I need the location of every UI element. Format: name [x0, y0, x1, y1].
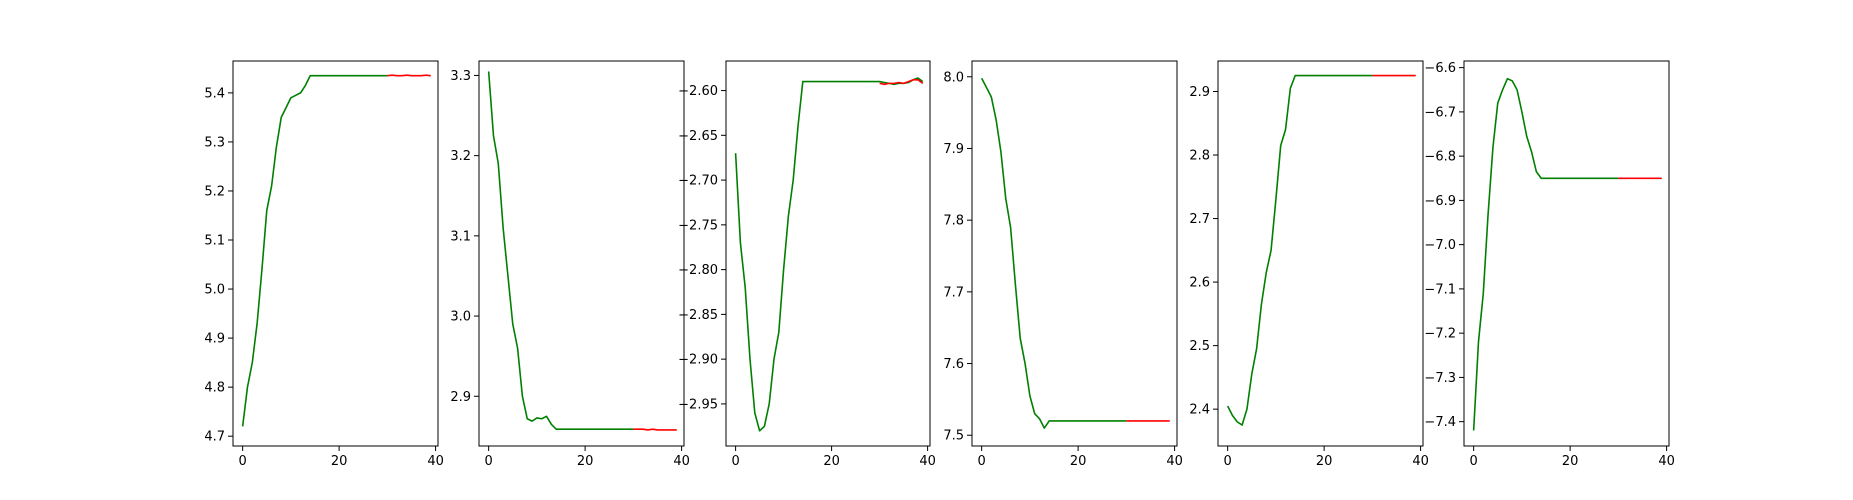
y-tick-label-1-1: 4.8 — [204, 381, 225, 396]
y-tick-label-6-3: −7.1 — [1424, 282, 1456, 297]
series-line-2-1 — [487, 71, 634, 430]
x-tick-label-4-20: 20 — [1070, 454, 1087, 469]
x-tick-label-1-40: 40 — [427, 454, 444, 469]
y-tick-label-4-4: 7.9 — [943, 142, 964, 157]
axes-frame-1 — [232, 60, 439, 447]
y-tick-label-4-3: 7.8 — [943, 214, 964, 229]
series-line-2-2 — [633, 428, 677, 431]
y-tick-label-5-0: 2.4 — [1189, 403, 1210, 418]
x-tick-label-3-0: 0 — [731, 454, 739, 469]
y-tick-label-4-5: 8.0 — [943, 70, 964, 85]
y-tick-label-4-2: 7.7 — [943, 285, 964, 300]
y-tick-label-2-3: 3.2 — [450, 149, 471, 164]
x-tick-label-5-20: 20 — [1316, 454, 1333, 469]
x-tick-label-5-40: 40 — [1412, 454, 1429, 469]
y-tick-label-6-5: −6.9 — [1424, 194, 1456, 209]
y-tick-label-3-3: −2.80 — [678, 263, 718, 278]
x-tick-label-1-0: 0 — [239, 454, 247, 469]
y-tick-label-5-1: 2.5 — [1189, 339, 1210, 354]
axes-frame-6 — [1463, 60, 1670, 447]
x-tick-label-6-0: 0 — [1470, 454, 1478, 469]
subplot-4: 0 20 40 7.5 7.6 7.7 7.8 7.9 8.0 — [943, 60, 1183, 469]
axes-frame-5 — [1217, 60, 1424, 447]
y-tick-label-2-2: 3.1 — [450, 229, 471, 244]
y-tick-label-6-0: −7.4 — [1424, 415, 1456, 430]
y-tick-label-4-1: 7.6 — [943, 357, 964, 372]
series-line-4-1 — [980, 77, 1127, 429]
y-tick-label-6-1: −7.3 — [1424, 371, 1456, 386]
y-tick-label-6-4: −7.0 — [1424, 238, 1456, 253]
y-tick-label-4-0: 7.5 — [943, 429, 964, 444]
y-tick-label-2-0: 2.9 — [450, 390, 471, 405]
series-line-3-1 — [734, 77, 924, 432]
y-tick-label-3-2: −2.85 — [678, 308, 718, 323]
y-tick-label-3-5: −2.70 — [678, 174, 718, 189]
y-tick-label-1-3: 5.0 — [204, 283, 225, 298]
x-tick-label-2-20: 20 — [577, 454, 594, 469]
axes-frame-3 — [725, 60, 931, 447]
subplot-2: 0 20 40 2.9 3.0 3.1 3.2 3.3 — [450, 60, 690, 469]
y-tick-label-1-0: 4.7 — [204, 430, 225, 445]
x-tick-label-4-0: 0 — [978, 454, 986, 469]
y-tick-label-6-7: −6.7 — [1424, 105, 1456, 120]
axes-frame-2 — [478, 60, 685, 447]
y-tick-label-6-8: −6.6 — [1424, 61, 1456, 76]
y-tick-label-3-6: −2.65 — [678, 129, 718, 144]
subplot-5: 0 20 40 2.4 2.5 2.6 2.7 2.8 2.9 — [1189, 60, 1429, 469]
y-tick-label-1-4: 5.1 — [204, 234, 225, 249]
y-tick-label-3-0: −2.95 — [678, 397, 718, 412]
axes-frame-4 — [971, 60, 1178, 447]
y-tick-label-3-4: −2.75 — [678, 218, 718, 233]
x-tick-label-2-0: 0 — [485, 454, 493, 469]
subplot-1: 0 20 40 4.7 4.8 4.9 5.0 5.1 5.2 5.3 5.4 — [204, 60, 444, 469]
x-tick-label-2-40: 40 — [673, 454, 690, 469]
x-tick-label-5-0: 0 — [1224, 454, 1232, 469]
series-line-6-1 — [1472, 77, 1619, 431]
y-tick-label-2-1: 3.0 — [450, 310, 471, 325]
y-tick-label-2-4: 3.3 — [450, 69, 471, 84]
x-tick-label-6-40: 40 — [1658, 454, 1675, 469]
y-tick-label-5-5: 2.9 — [1189, 85, 1210, 100]
y-tick-label-5-2: 2.6 — [1189, 276, 1210, 291]
series-line-1-1 — [241, 74, 388, 427]
x-tick-label-3-20: 20 — [823, 454, 840, 469]
y-tick-label-6-6: −6.8 — [1424, 150, 1456, 165]
y-tick-label-6-2: −7.2 — [1424, 327, 1456, 342]
x-tick-label-3-40: 40 — [919, 454, 936, 469]
x-tick-label-4-40: 40 — [1166, 454, 1183, 469]
y-tick-label-1-7: 5.4 — [204, 86, 225, 101]
y-tick-label-1-6: 5.3 — [204, 135, 225, 150]
y-tick-label-3-1: −2.90 — [678, 353, 718, 368]
y-tick-label-5-4: 2.8 — [1189, 149, 1210, 164]
subplot-3: 0 20 40 −2.95 −2.90 −2.85 −2.80 −2.75 −2.70 −2.65… — [678, 60, 936, 469]
y-tick-label-5-3: 2.7 — [1189, 212, 1210, 227]
y-tick-label-3-7: −2.60 — [678, 84, 718, 99]
series-line-3-2 — [879, 79, 924, 86]
y-tick-label-1-2: 4.9 — [204, 332, 225, 347]
subplot-6: 0 20 40 −7.4 −7.3 −7.2 −7.1 −7.0 −6.9 −6.8 −6.7 −6.… — [1424, 60, 1675, 469]
x-tick-label-6-20: 20 — [1562, 454, 1579, 469]
series-line-5-1 — [1226, 74, 1373, 426]
y-tick-label-1-5: 5.2 — [204, 184, 225, 199]
x-tick-label-1-20: 20 — [331, 454, 348, 469]
